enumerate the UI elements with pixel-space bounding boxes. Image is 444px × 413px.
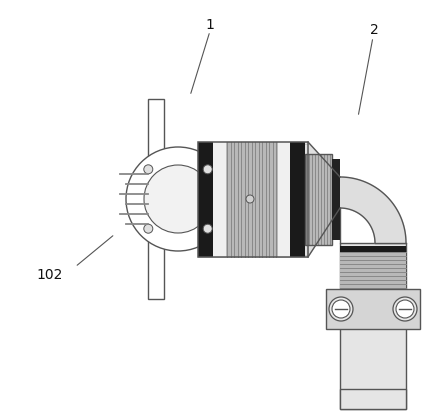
Bar — [340, 243, 406, 409]
Bar — [226, 142, 278, 257]
Circle shape — [144, 166, 212, 233]
Bar — [340, 252, 406, 289]
Bar — [198, 142, 308, 257]
Text: 1: 1 — [206, 18, 214, 32]
Bar — [340, 289, 406, 295]
Bar — [198, 142, 213, 257]
Circle shape — [329, 297, 353, 321]
Bar — [148, 100, 164, 299]
Bar — [278, 142, 290, 257]
Polygon shape — [308, 142, 340, 257]
Circle shape — [246, 195, 254, 204]
Polygon shape — [340, 178, 406, 243]
Circle shape — [126, 147, 230, 252]
Circle shape — [393, 297, 417, 321]
Bar — [332, 159, 340, 240]
Circle shape — [396, 300, 414, 318]
Bar — [290, 142, 305, 257]
Bar — [340, 389, 406, 409]
Bar — [326, 289, 420, 329]
Text: 102: 102 — [37, 267, 63, 281]
Bar — [198, 142, 308, 257]
Bar — [340, 247, 406, 252]
Circle shape — [144, 165, 153, 174]
Circle shape — [144, 225, 153, 234]
Circle shape — [203, 225, 212, 234]
Bar — [305, 154, 332, 245]
Bar — [178, 158, 248, 242]
Bar — [213, 142, 226, 257]
Bar — [165, 175, 200, 224]
Circle shape — [332, 300, 350, 318]
Circle shape — [203, 165, 212, 174]
Bar — [305, 154, 332, 245]
Text: 2: 2 — [369, 23, 378, 37]
